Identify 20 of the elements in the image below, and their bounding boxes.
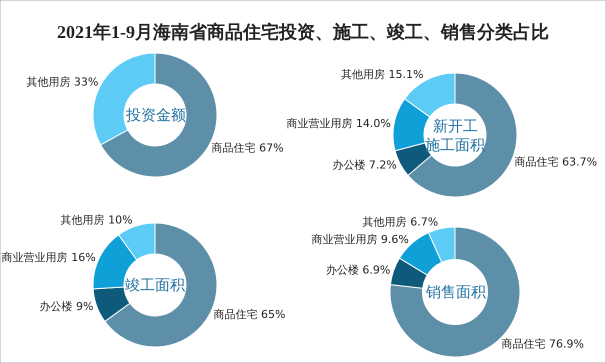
slice-label: 办公楼 6.9% [326, 264, 390, 277]
slice-label: 商品住宅 63.7% [514, 156, 598, 168]
slice-label: 其他用房 6.7% [362, 216, 438, 229]
slice-label: 商品住宅 76.9% [502, 338, 584, 351]
text: 销售面积 [425, 283, 486, 301]
slice-label: 商品住宅 65% [213, 308, 286, 321]
slice-label: 其他用房 33% [26, 75, 98, 88]
slice-label: 办公楼 7.2% [332, 158, 397, 172]
slice-label: 商业营业用房 14.0% [286, 117, 391, 130]
slice-label: 商品住宅 67% [212, 142, 284, 155]
chart-title: 2021年1-9月海南省商品住宅投资、施工、竣工、销售分类占比 [57, 22, 549, 42]
slice-label: 商业营业用房 16% [2, 250, 96, 264]
slice-label: 其他用房 10% [60, 214, 133, 227]
text: 竣工面积 [125, 276, 185, 294]
text: 新开工 [433, 117, 478, 135]
text: 施工面积 [425, 136, 485, 154]
slice-label: 其他用房 15.1% [340, 68, 424, 82]
slice-label: 商业营业用房 9.6% [311, 233, 409, 246]
text: 投资金额 [125, 106, 186, 124]
slice-label: 办公楼 9% [39, 300, 94, 314]
